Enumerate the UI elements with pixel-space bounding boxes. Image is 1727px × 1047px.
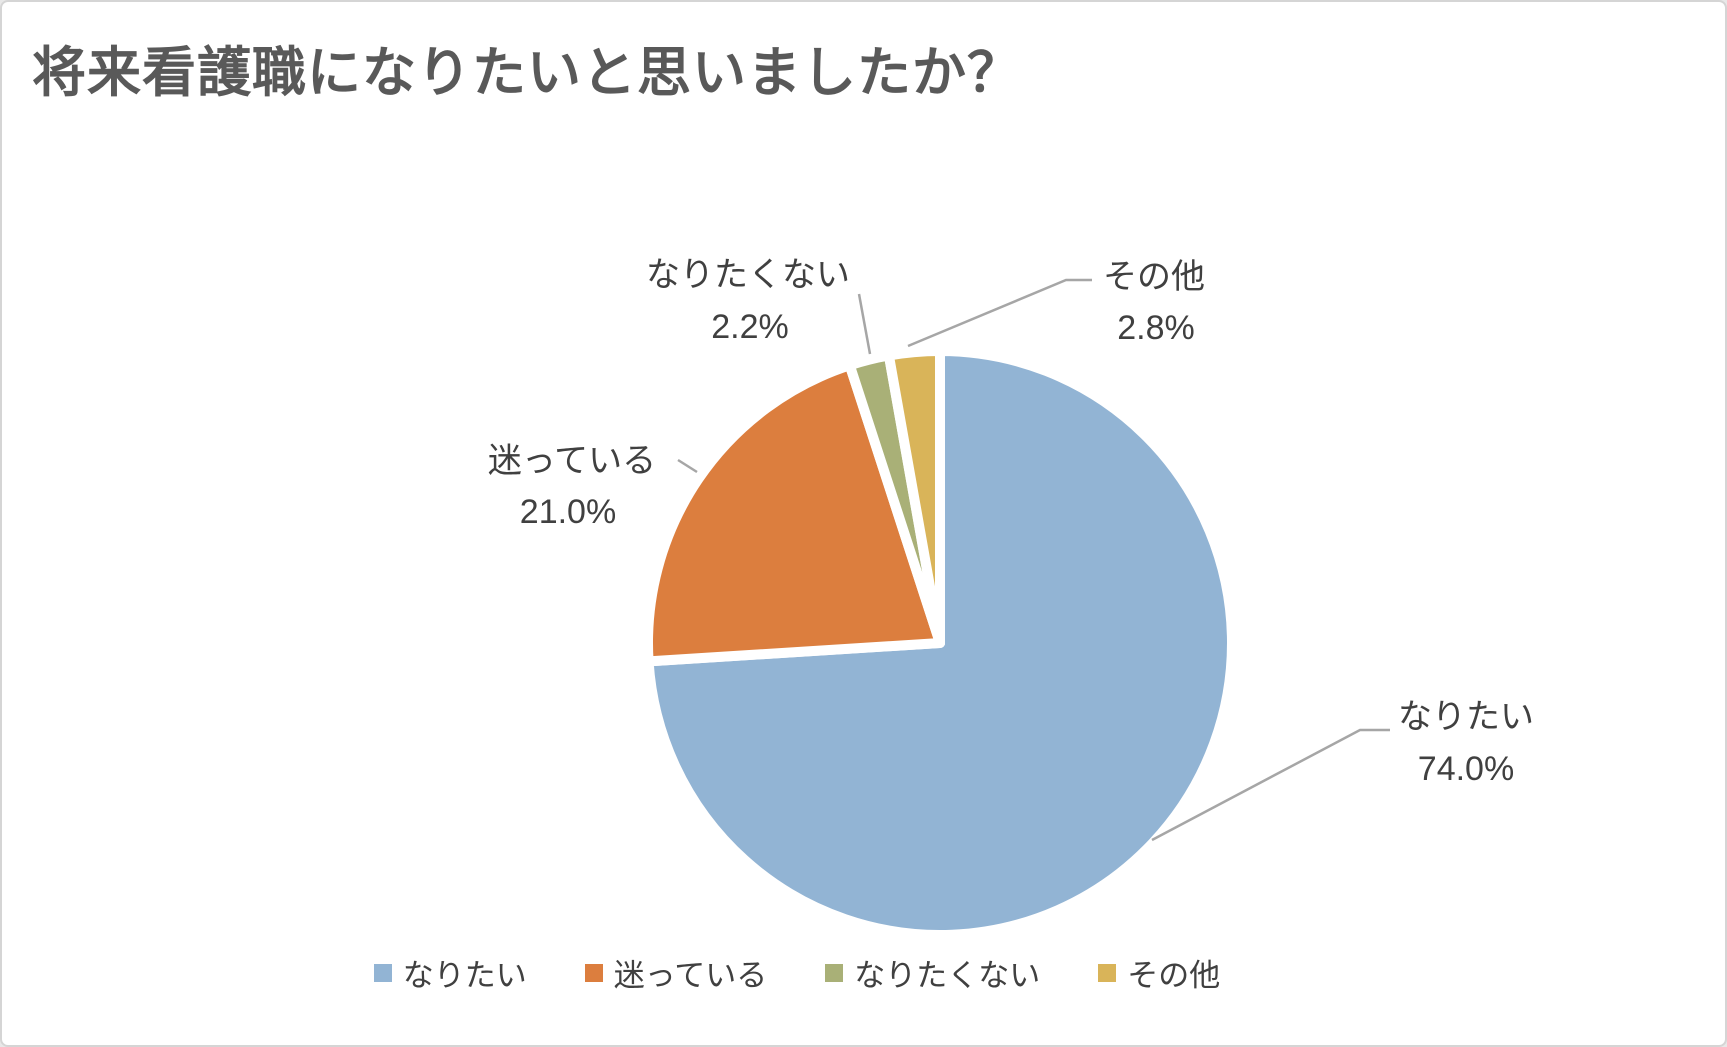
- legend-item-naritai: なりたい: [373, 950, 527, 995]
- legend-swatch-naritakunai: [825, 963, 844, 982]
- legend-item-sonota: その他: [1098, 950, 1220, 995]
- slice-pct-その他: 2.8%: [1117, 309, 1195, 347]
- slice-pct-なりたい: 74.0%: [1418, 750, 1514, 788]
- legend-item-mayotteiru: 迷っている: [584, 950, 768, 995]
- legend-item-naritakunai: なりたくない: [825, 950, 1040, 995]
- slice-label-迷っている: 迷っている: [488, 442, 656, 480]
- leader-line-なりたくない: [857, 293, 872, 355]
- chart-title: 将来看護職になりたいと思いましたか？: [32, 43, 1022, 103]
- legend-swatch-sonota: [1098, 963, 1117, 982]
- legend: なりたい 迷っている なりたくない その他: [2, 950, 1592, 995]
- slice-pct-なりたくない: 2.2%: [711, 308, 789, 346]
- slice-label-なりたい: なりたい: [1398, 698, 1534, 736]
- leader-line-なりたい: [1151, 728, 1390, 842]
- legend-label: なりたくない: [854, 958, 1041, 993]
- legend-label: その他: [1127, 958, 1221, 993]
- leader-line-迷っている: [677, 458, 698, 474]
- slice-pct-迷っている: 21.0%: [520, 493, 616, 531]
- slice-label-その他: その他: [1103, 258, 1205, 296]
- legend-label: なりたい: [402, 958, 527, 993]
- legend-swatch-naritai: [373, 963, 392, 982]
- slice-label-なりたくない: なりたくない: [646, 256, 850, 294]
- leader-line-その他: [907, 278, 1092, 348]
- pie-slice-その他: [883, 346, 945, 648]
- legend-label: 迷っている: [613, 958, 768, 993]
- legend-swatch-mayotteiru: [584, 963, 603, 982]
- pie-slice-迷っている: [643, 360, 945, 667]
